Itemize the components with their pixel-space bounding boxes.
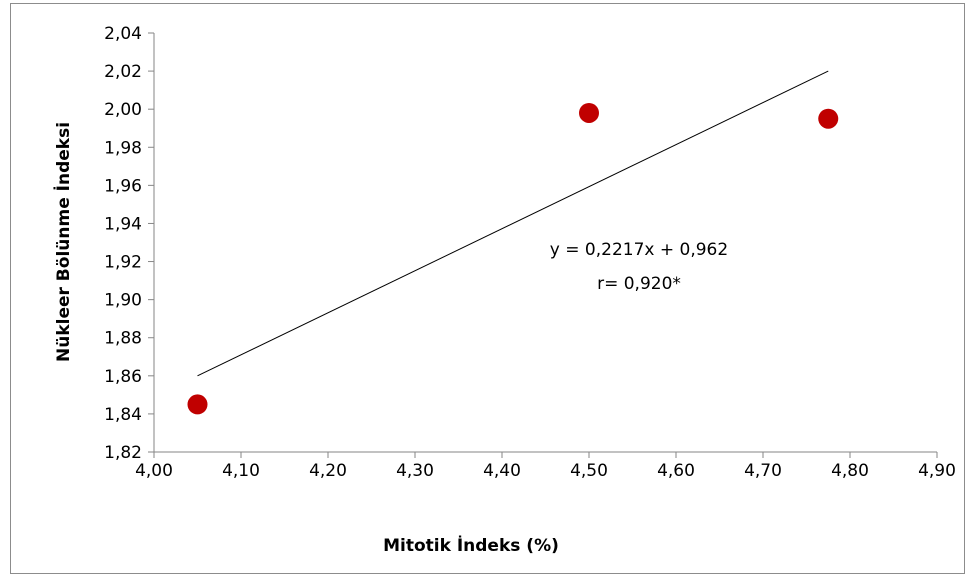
trendline-equation: y = 0,2217x + 0,962 [550, 240, 728, 260]
chart-frame: 1,82 1,84 1,86 1,88 1,90 1,92 1,94 1,96 1,98 2,00… [10, 3, 965, 574]
y-tick-label: 1,82 [104, 443, 142, 463]
y-tick-label: 1,94 [104, 214, 142, 234]
y-axis-title: Nükleer Bölünme İndeksi [52, 122, 74, 362]
x-tick-label: 4,90 [918, 461, 956, 481]
axes [148, 32, 938, 458]
y-tick-label: 1,90 [104, 291, 142, 311]
x-tick-label: 4,60 [657, 461, 695, 481]
x-tick-label: 4,30 [396, 461, 434, 481]
y-tick-label: 1,88 [104, 329, 142, 349]
y-tick-label: 1,92 [104, 253, 142, 273]
x-axis-title: Mitotik İndeks (%) [383, 534, 559, 556]
x-tick-label: 4,00 [135, 461, 173, 481]
data-points [187, 102, 839, 415]
x-tick-label: 4,50 [570, 461, 608, 481]
trendline [197, 70, 829, 377]
data-point [818, 108, 839, 129]
y-tick-label: 1,86 [104, 367, 142, 387]
x-tick-label: 4,10 [222, 461, 260, 481]
correlation-coefficient: r= 0,920* [597, 274, 681, 294]
y-tick-label: 2,00 [104, 100, 142, 120]
x-tick-label: 4,20 [309, 461, 347, 481]
data-point [579, 102, 599, 123]
x-tick-label: 4,80 [831, 461, 869, 481]
x-tick-label: 4,70 [744, 461, 782, 481]
y-tick-label: 2,02 [104, 62, 142, 82]
y-tick-label: 2,04 [104, 24, 142, 44]
trendline-layer [197, 70, 829, 377]
tick-labels: 1,82 1,84 1,86 1,88 1,90 1,92 1,94 1,96 1,98 2,00… [104, 24, 956, 481]
scatter-chart: 1,82 1,84 1,86 1,88 1,90 1,92 1,94 1,96 1,98 2,00… [52, 24, 956, 556]
data-point [187, 394, 208, 415]
y-tick-label: 1,96 [104, 176, 142, 196]
y-tick-label: 1,84 [104, 405, 142, 425]
y-tick-label: 1,98 [104, 138, 142, 158]
x-tick-label: 4,40 [483, 461, 521, 481]
